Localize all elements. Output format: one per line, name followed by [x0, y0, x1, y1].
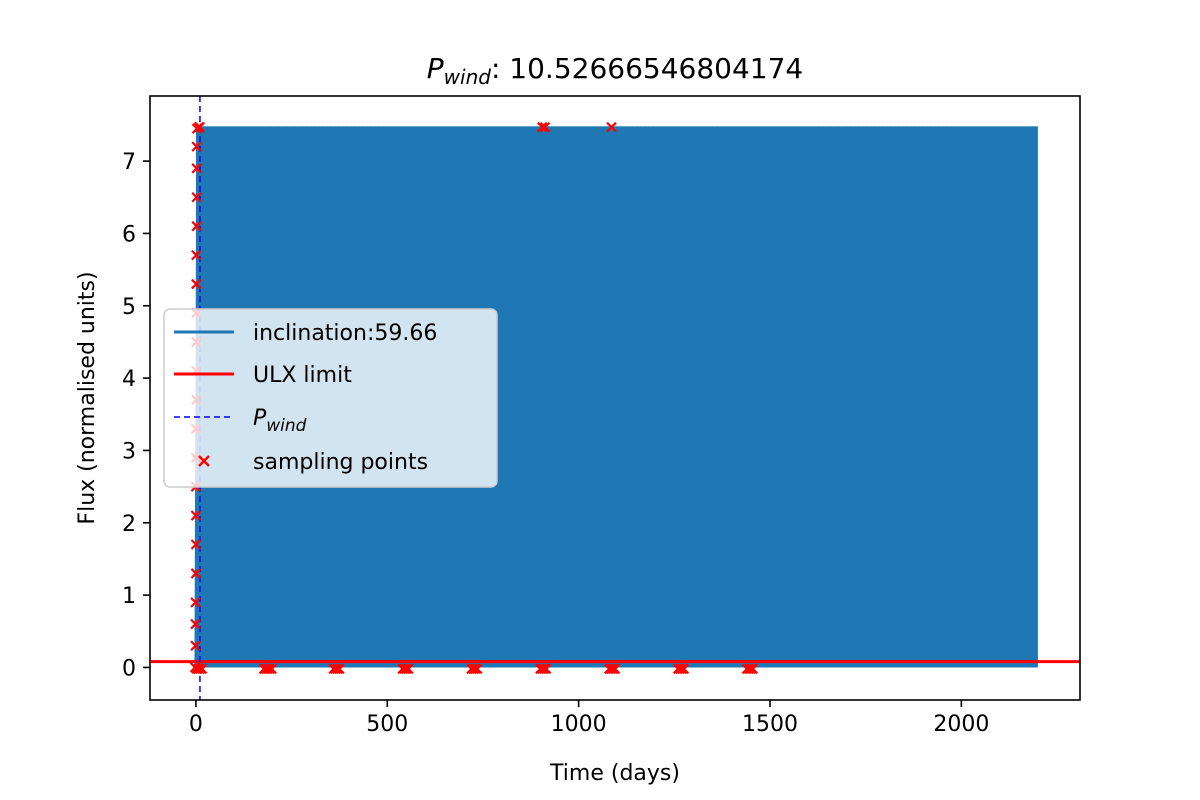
sampling-point	[191, 249, 202, 261]
sampling-point	[266, 663, 277, 675]
sampling-point	[194, 121, 206, 133]
sampling-point	[471, 663, 483, 675]
sampling-point	[605, 663, 617, 675]
sampling-point	[190, 568, 202, 579]
title-separator: :	[491, 52, 509, 85]
title-subscript: wind	[444, 65, 492, 89]
sampling-point	[401, 663, 412, 675]
y-tick-label: 4	[122, 367, 136, 392]
sampling-point	[262, 663, 274, 675]
y-axis-label: Flux (normalised units)	[75, 271, 100, 524]
legend-label-inclination: inclination:59.66	[253, 321, 437, 346]
x-tick-label: 2000	[933, 712, 989, 737]
sampling-point	[190, 597, 201, 608]
x-tick-label: 1000	[551, 712, 607, 737]
legend-label-ulx-limit: ULX limit	[253, 363, 352, 388]
y-tick-label: 3	[122, 439, 136, 464]
sampling-point	[539, 121, 551, 133]
sampling-point	[403, 663, 414, 675]
sampling-point	[607, 663, 619, 675]
y-tick-label: 0	[122, 656, 136, 681]
x-axis-label: Time (days)	[549, 761, 680, 786]
sampling-point	[191, 191, 202, 203]
sampling-point	[332, 663, 343, 675]
legend-label-sampling-points: sampling points	[253, 450, 428, 475]
sampling-point	[190, 640, 201, 652]
sampling-point	[537, 663, 548, 675]
sampling-point	[334, 663, 345, 675]
legend: inclination:59.66 ULX limit Pwind sampli…	[163, 308, 498, 488]
sampling-point	[196, 663, 208, 675]
sampling-point	[676, 663, 688, 675]
sampling-point	[537, 121, 548, 133]
sampling-point	[747, 663, 759, 675]
sampling-point	[191, 278, 202, 290]
sampling-point	[330, 663, 341, 675]
sampling-point	[191, 163, 202, 174]
sampling-point	[468, 663, 479, 675]
sampling-point	[191, 141, 202, 152]
legend-label-pwind: Pwind	[253, 406, 307, 436]
title-symbol: P	[427, 52, 444, 85]
sampling-point	[538, 663, 550, 675]
sampling-point	[190, 510, 202, 521]
legend-swatch-sampling-points	[198, 455, 210, 467]
sampling-point	[191, 220, 202, 232]
sampling-point	[399, 663, 410, 675]
title-value: 10.52666546804174	[509, 52, 803, 85]
y-tick-label: 6	[122, 222, 136, 247]
sampling-point	[606, 121, 617, 133]
sampling-point	[190, 618, 201, 630]
y-axis: 0 1 2 3 4 5 6 7	[122, 150, 150, 681]
sampling-point	[743, 663, 755, 675]
sampling-point	[678, 663, 690, 675]
x-tick-label: 1500	[742, 712, 798, 737]
sampling-point	[190, 539, 202, 550]
axes-frame	[149, 95, 1081, 701]
sampling-point	[540, 663, 552, 675]
sampling-point	[194, 663, 206, 675]
x-tick-label: 500	[366, 712, 408, 737]
y-tick-label: 1	[122, 584, 136, 609]
sampling-point	[609, 663, 621, 675]
chart-title: Pwind: 10.52666546804174	[427, 52, 803, 89]
x-axis: 0 500 1000 1500 2000	[189, 700, 989, 737]
sampling-point	[745, 663, 757, 675]
y-tick-label: 5	[122, 295, 136, 320]
sampling-point	[674, 663, 686, 675]
y-tick-label: 7	[122, 150, 136, 175]
sampling-point	[470, 663, 481, 675]
sampling-point	[264, 663, 276, 675]
x-tick-label: 0	[189, 712, 203, 737]
y-tick-label: 2	[122, 512, 136, 537]
legend-box	[163, 308, 498, 488]
